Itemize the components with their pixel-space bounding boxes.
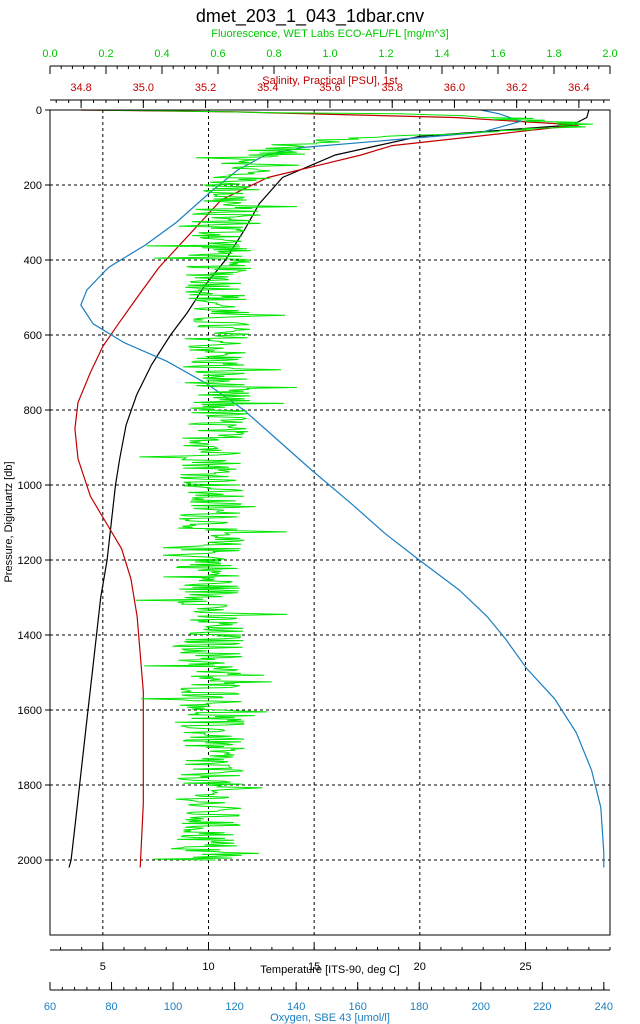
fluorescence-tick-label: 1.0 <box>322 48 337 60</box>
oxygen-tick-label: 60 <box>44 1001 56 1013</box>
fluorescence-axis-label: Fluorescence, WET Labs ECO-AFL/FL [mg/m^… <box>211 28 448 40</box>
oxygen-tick-label: 240 <box>595 1001 613 1013</box>
salinity-axis-label: Salinity, Practical [PSU], 1st <box>262 75 398 87</box>
salinity-tick-label: 34.8 <box>70 82 91 94</box>
pressure-tick-label: 1200 <box>18 555 42 567</box>
grid <box>50 110 610 935</box>
oxygen-tick-label: 220 <box>533 1001 551 1013</box>
temperature-tick-label: 15 <box>308 961 320 973</box>
fluorescence-series-line <box>88 109 594 861</box>
temperature-axis-label: Temperature [ITS-90, deg C] <box>260 964 399 976</box>
salinity-series-line <box>74 109 579 868</box>
pressure-tick-label: 1000 <box>18 480 42 492</box>
temperature-tick-label: 10 <box>202 961 214 973</box>
salinity-tick-label: 35.0 <box>133 82 154 94</box>
series-layer <box>68 109 605 868</box>
pressure-axis-label: Pressure, Digiquartz [db] <box>3 461 15 582</box>
salinity-tick-label: 35.8 <box>382 82 403 94</box>
fluorescence-tick-label: 2.0 <box>602 48 617 60</box>
oxygen-tick-label: 80 <box>105 1001 117 1013</box>
pressure-tick-label: 2000 <box>18 855 42 867</box>
fluorescence-tick-label: 1.2 <box>378 48 393 60</box>
salinity-tick-label: 36.4 <box>568 82 589 94</box>
pressure-tick-label: 1600 <box>18 705 42 717</box>
oxygen-tick-label: 100 <box>164 1001 182 1013</box>
oxygen-tick-label: 160 <box>349 1001 367 1013</box>
chart-title: dmet_203_1_043_1dbar.cnv <box>196 6 424 27</box>
pressure-tick-label: 0 <box>36 105 42 117</box>
fluorescence-tick-label: 1.8 <box>546 48 561 60</box>
oxygen-tick-label: 200 <box>472 1001 490 1013</box>
fluorescence-tick-label: 1.6 <box>490 48 505 60</box>
temperature-tick-label: 25 <box>519 961 531 973</box>
temperature-tick-label: 20 <box>414 961 426 973</box>
fluorescence-tick-label: 0.0 <box>42 48 57 60</box>
fluorescence-tick-label: 0.8 <box>266 48 281 60</box>
pressure-tick-label: 400 <box>24 255 42 267</box>
pressure-tick-label: 600 <box>24 330 42 342</box>
oxygen-axis-label: Oxygen, SBE 43 [umol/l] <box>270 1012 390 1024</box>
pressure-tick-label: 800 <box>24 405 42 417</box>
pressure-tick-label: 1800 <box>18 780 42 792</box>
plot-frame <box>49 109 611 936</box>
fluorescence-tick-label: 0.6 <box>210 48 225 60</box>
fluorescence-tick-label: 0.4 <box>154 48 169 60</box>
pressure-tick-label: 200 <box>24 180 42 192</box>
oxygen-tick-label: 180 <box>410 1001 428 1013</box>
oxygen-tick-label: 140 <box>287 1001 305 1013</box>
salinity-tick-label: 36.0 <box>444 82 465 94</box>
oxygen-tick-label: 120 <box>225 1001 243 1013</box>
salinity-tick-label: 35.2 <box>195 82 216 94</box>
axes: 0 200 400 600 800 1000 1200 1400 1600 1800 2000 0.0… <box>18 48 618 1013</box>
salinity-tick-label: 35.6 <box>319 82 340 94</box>
salinity-tick-label: 36.2 <box>506 82 527 94</box>
salinity-tick-label: 35.4 <box>257 82 278 94</box>
temperature-tick-label: 5 <box>100 961 106 973</box>
temperature-series-line <box>68 109 590 868</box>
fluorescence-tick-label: 1.4 <box>434 48 449 60</box>
fluorescence-tick-label: 0.2 <box>98 48 113 60</box>
pressure-tick-label: 1400 <box>18 630 42 642</box>
